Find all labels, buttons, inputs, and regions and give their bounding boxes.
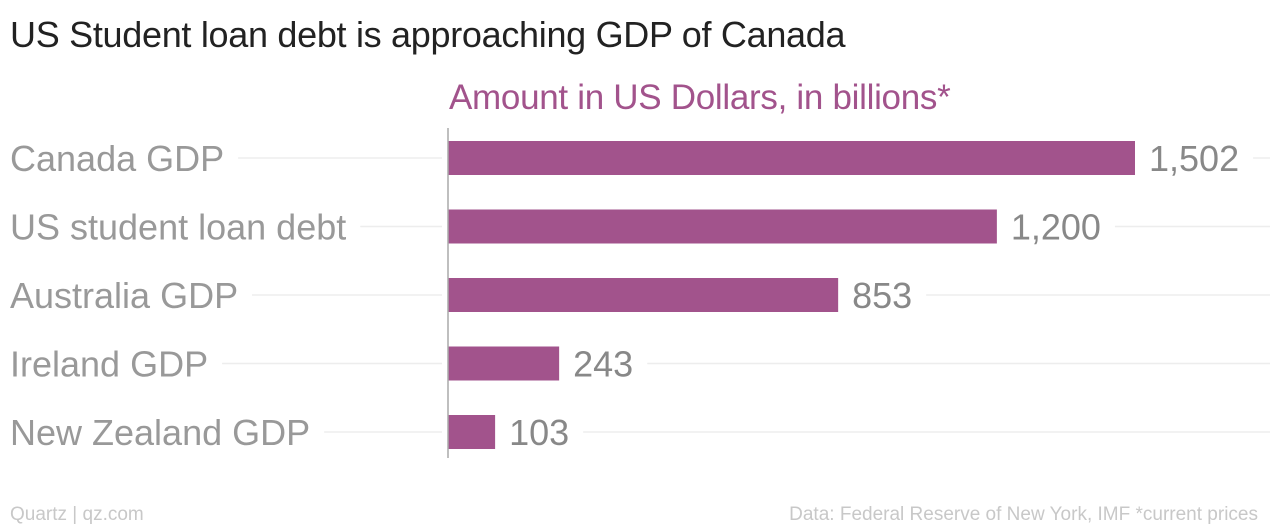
- category-label: US student loan debt: [10, 207, 346, 248]
- footer-source: Data: Federal Reserve of New York, IMF *…: [789, 504, 1258, 525]
- value-label: 1,502: [1149, 138, 1239, 179]
- footer-credit: Quartz | qz.com: [10, 504, 144, 525]
- bar: [448, 278, 839, 312]
- value-label: 853: [852, 275, 912, 316]
- value-label: 243: [573, 344, 633, 385]
- bar: [448, 141, 1135, 175]
- value-label: 103: [509, 412, 569, 453]
- chart-title: US Student loan debt is approaching GDP …: [10, 14, 846, 55]
- category-label: Ireland GDP: [10, 344, 208, 385]
- category-label: Canada GDP: [10, 138, 224, 179]
- bar-chart: Canada GDP 1,502 US student loan debt 1,200…: [10, 128, 1270, 458]
- category-label: New Zealand GDP: [10, 412, 310, 453]
- value-label: 1,200: [1011, 207, 1101, 248]
- category-label: Australia GDP: [10, 275, 238, 316]
- bar: [448, 209, 997, 244]
- axis-title: Amount in US Dollars, in billions*: [449, 78, 951, 117]
- bar: [448, 415, 496, 449]
- bar: [448, 346, 560, 381]
